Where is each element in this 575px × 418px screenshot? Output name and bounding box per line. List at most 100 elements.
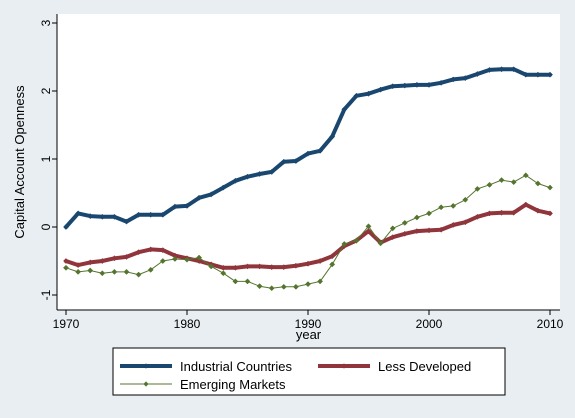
data-point (462, 196, 469, 203)
x-tick-label: 2010 (537, 317, 564, 331)
data-point (280, 158, 287, 165)
data-point (280, 264, 287, 271)
legend-label: Less Developed (378, 359, 471, 374)
data-point (256, 283, 263, 290)
data-point (510, 209, 517, 216)
data-point (75, 268, 82, 275)
data-point (426, 81, 432, 88)
data-point (111, 268, 118, 275)
data-point (365, 228, 372, 235)
data-point (305, 260, 311, 267)
data-point (486, 210, 493, 217)
data-point (220, 184, 227, 191)
legend-box (112, 347, 506, 396)
data-point (462, 75, 469, 82)
legend-marker (341, 363, 347, 369)
data-point (474, 213, 481, 220)
data-point (111, 213, 118, 220)
data-point (184, 256, 190, 263)
axes: -1 0 1 2 3 1970 1980 1990 2000 2010 (39, 14, 564, 331)
data-point (353, 92, 360, 99)
data-point (196, 194, 203, 201)
data-point (123, 268, 130, 275)
data-point (184, 202, 190, 209)
data-point (438, 79, 445, 86)
data-point (450, 222, 457, 228)
data-point (426, 210, 432, 217)
data-point (450, 202, 457, 209)
data-point (135, 211, 142, 218)
data-point (522, 201, 529, 208)
data-point (147, 211, 154, 218)
series-industrial-countries (63, 66, 553, 230)
data-point (87, 259, 94, 266)
data-point (99, 213, 106, 220)
data-point (474, 71, 481, 77)
data-point (365, 90, 372, 97)
data-point (280, 283, 287, 290)
data-point (498, 66, 505, 73)
data-point (292, 283, 299, 290)
data-point (329, 133, 336, 140)
data-point (401, 230, 408, 237)
data-point (63, 258, 69, 264)
data-point (232, 278, 239, 285)
y-axis-title: Capital Account Openness (12, 85, 27, 239)
data-point (522, 71, 529, 78)
data-point (413, 228, 420, 235)
data-point (147, 266, 154, 273)
data-point (498, 177, 505, 184)
data-point (547, 71, 553, 78)
data-point (305, 281, 311, 288)
data-point (196, 258, 203, 264)
data-point (317, 258, 324, 264)
data-point (510, 66, 517, 73)
data-point (377, 86, 384, 93)
data-point (75, 262, 82, 269)
data-point (75, 210, 82, 217)
data-point (365, 223, 372, 230)
data-point (389, 225, 396, 232)
data-point (171, 203, 178, 210)
legend-item-industrial-countries: Industrial Countries (120, 359, 292, 374)
data-point (99, 270, 106, 277)
legend-item-less-developed: Less Developed (318, 359, 471, 374)
data-point (123, 218, 130, 225)
data-point (329, 253, 336, 260)
data-point (87, 213, 94, 220)
data-point (486, 66, 493, 73)
data-point (522, 172, 529, 179)
data-point (450, 76, 457, 83)
plot-area (57, 14, 560, 310)
data-point (547, 210, 553, 217)
data-point (498, 209, 505, 216)
data-point (317, 147, 324, 154)
data-point (401, 82, 408, 89)
data-point (208, 263, 215, 270)
data-point (547, 184, 553, 191)
data-point (159, 258, 166, 264)
data-point (256, 171, 263, 177)
data-point (534, 207, 541, 214)
y-tick-label: -1 (39, 289, 53, 300)
data-point (63, 224, 69, 230)
data-point (123, 253, 130, 260)
data-point (268, 168, 275, 175)
data-point (244, 173, 251, 180)
y-tick-label: 1 (39, 155, 53, 162)
data-point (63, 264, 69, 271)
series-emerging-markets (63, 172, 553, 292)
data-point (159, 247, 166, 254)
data-point (256, 263, 263, 270)
data-point (353, 237, 360, 244)
legend: Industrial Countries Less Developed Emergi… (112, 347, 506, 396)
data-point (232, 264, 239, 271)
data-point (389, 83, 396, 90)
data-point (329, 261, 336, 268)
data-point (244, 278, 251, 285)
data-point (377, 240, 384, 247)
x-axis-title: year (296, 327, 322, 342)
data-point (462, 219, 469, 226)
legend-item-emerging-markets: Emerging Markets (120, 377, 286, 392)
data-point (268, 285, 275, 292)
